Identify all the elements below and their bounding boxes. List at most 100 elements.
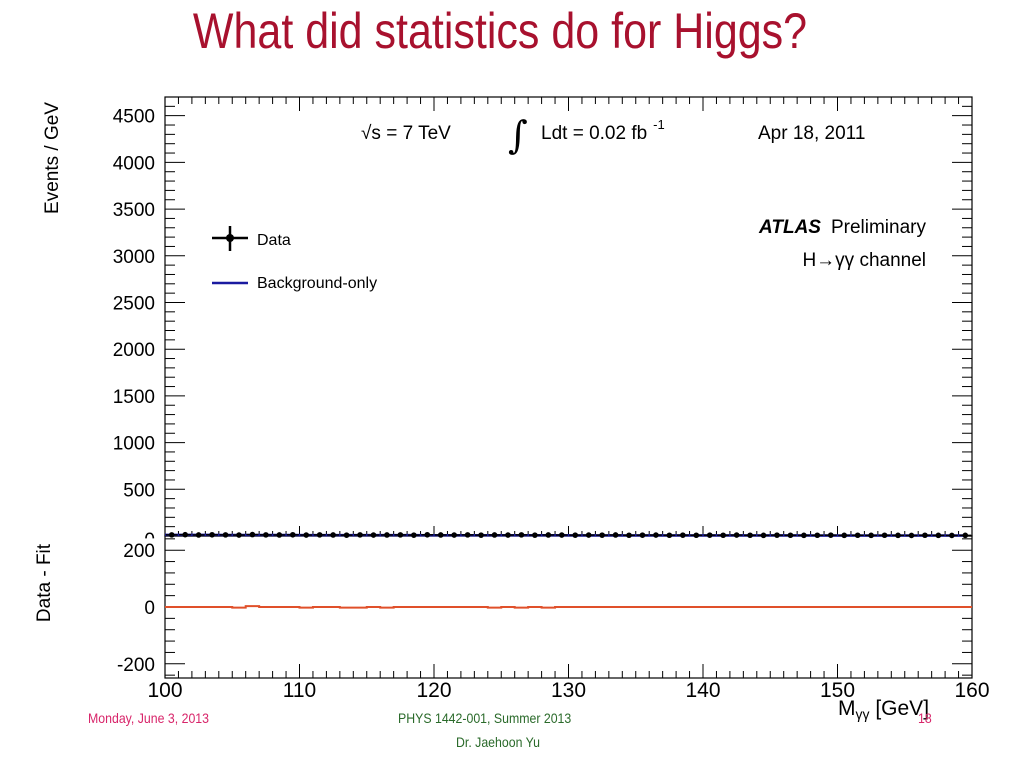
data-point (717, 532, 730, 539)
data-point (569, 532, 582, 538)
data-point (367, 532, 380, 538)
data-point (448, 532, 461, 538)
data-point (932, 532, 945, 539)
annotation-lumi: Ldt = 0.02 fb -1 (541, 117, 665, 144)
data-point (623, 532, 636, 539)
data-point (394, 532, 407, 538)
main-plot-frame (164, 96, 973, 537)
data-point (811, 532, 824, 539)
main-y-axis-label: Events / GeV (42, 102, 63, 214)
annotation-energy: √s = 7 TeV (361, 123, 451, 144)
residual-y-ticks (165, 538, 972, 676)
main-y-tick-label: 500 (123, 480, 155, 501)
data-point (582, 532, 595, 538)
x-tick-label: 150 (820, 679, 855, 702)
data-point (165, 532, 178, 538)
x-tick-label: 120 (416, 679, 451, 702)
residual-y-tick-label: 0 (144, 598, 155, 619)
data-point (851, 532, 864, 539)
residual-y-tick-labels: -200 0 200 (117, 541, 155, 676)
data-point (596, 532, 609, 538)
main-y-ticks (165, 96, 972, 537)
data-point (838, 532, 851, 539)
data-point (219, 532, 232, 538)
x-tick-labels: 100 110 120 130 140 150 160 (147, 679, 989, 702)
data-series (165, 531, 972, 539)
residual-series (165, 605, 972, 609)
data-point (286, 531, 299, 538)
data-point (676, 532, 689, 538)
annotation-lumi-exponent: -1 (653, 117, 665, 132)
data-point (515, 532, 528, 538)
data-point (905, 532, 918, 539)
page-number: 18 (918, 710, 932, 726)
data-point (730, 532, 743, 538)
legend-data-marker-dot (226, 234, 234, 242)
legend-data-label: Data (257, 232, 291, 249)
data-point (434, 532, 447, 538)
data-point (959, 532, 972, 539)
data-point (206, 531, 219, 538)
data-point (690, 532, 703, 539)
data-point (475, 532, 488, 538)
x-tick-label: 140 (685, 679, 720, 702)
footer-course: PHYS 1442-001, Summer 2013 (398, 710, 572, 726)
main-y-tick-label: 1500 (113, 387, 155, 408)
data-point (649, 532, 662, 538)
data-point (703, 532, 716, 538)
main-y-tick-label: 2500 (113, 293, 155, 314)
x-tick-label: 160 (954, 679, 989, 702)
main-y-tick-label: 4000 (113, 153, 155, 174)
data-point (878, 532, 891, 539)
data-point (892, 532, 905, 539)
legend-bg-label: Background-only (257, 275, 377, 292)
main-y-tick-label: 3500 (113, 200, 155, 221)
data-point (232, 532, 245, 538)
data-point (824, 532, 837, 538)
main-y-tick-label: 2000 (113, 340, 155, 361)
data-point (300, 532, 313, 538)
data-point (488, 532, 501, 538)
data-point (246, 531, 259, 538)
residual-y-tick-label: 200 (123, 541, 155, 562)
footer-author: Dr. Jaehoon Yu (456, 734, 541, 750)
data-point (327, 532, 340, 538)
main-y-tick-label: 1000 (113, 434, 155, 455)
data-point (313, 532, 326, 538)
data-point (609, 532, 622, 538)
data-point (259, 532, 272, 538)
channel-label: H→γγ channel (802, 250, 926, 271)
atlas-label: ATLAS Preliminary (758, 217, 926, 238)
data-point (501, 532, 514, 538)
x-axis-label-m: M (838, 697, 856, 720)
integral-symbol: ∫ (508, 113, 528, 157)
data-point (784, 532, 797, 539)
x-tick-label: 100 (147, 679, 182, 702)
data-point (461, 532, 474, 538)
data-point (636, 532, 649, 538)
data-point (421, 531, 434, 538)
data-point (663, 532, 676, 539)
x-axis-label: Mγγ [GeV] (838, 697, 929, 722)
data-point (757, 532, 770, 539)
data-point (555, 532, 568, 538)
data-point (797, 532, 810, 539)
x-tick-label: 110 (283, 679, 316, 702)
x-axis-label-unit: [GeV] (870, 697, 930, 720)
residual-y-axis-label: Data - Fit (34, 543, 55, 622)
slide-title: What did statistics do for Higgs? (192, 3, 808, 59)
data-point (542, 532, 555, 538)
footer-date: Monday, June 3, 2013 (88, 710, 210, 726)
data-point (354, 532, 367, 538)
data-point (528, 532, 541, 538)
data-point (945, 532, 958, 539)
residual-step-line (165, 605, 972, 609)
data-point (179, 531, 192, 538)
main-y-tick-label: 3000 (113, 247, 155, 268)
data-point (380, 532, 393, 538)
residual-y-tick-label: -200 (117, 655, 155, 676)
atlas-bold: ATLAS (758, 217, 821, 238)
annotation-lumi-text: Ldt = 0.02 fb (541, 123, 647, 144)
data-point (770, 532, 783, 538)
